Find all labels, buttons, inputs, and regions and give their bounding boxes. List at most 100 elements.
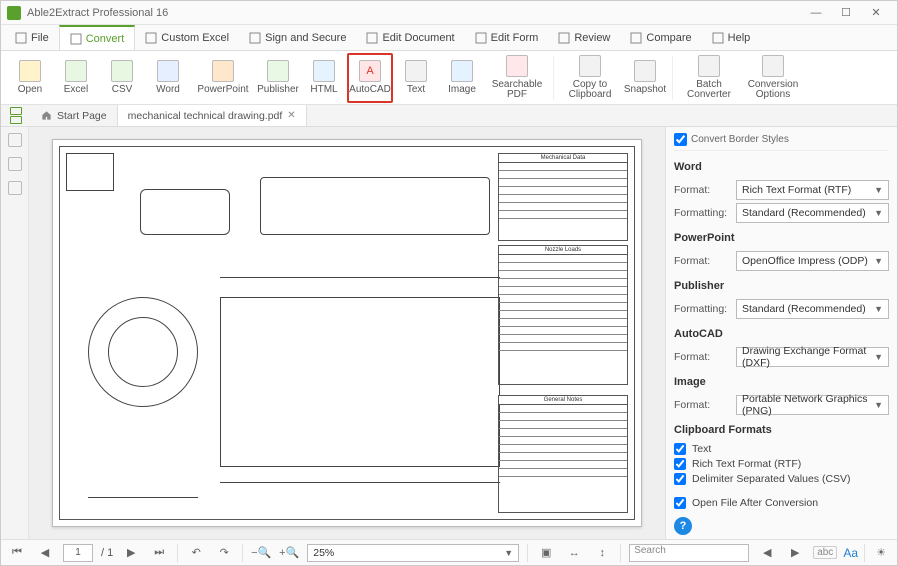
csv-button[interactable]: CSV	[99, 53, 145, 103]
powerpoint-format-select[interactable]: OpenOffice Impress (ODP)▼	[736, 251, 889, 271]
window-maximize-button[interactable]: ☐	[831, 3, 861, 23]
attachments-icon[interactable]	[8, 181, 22, 195]
menu-label: Help	[728, 32, 751, 44]
clip-rtf-checkbox[interactable]	[674, 458, 686, 470]
clip-text-checkbox[interactable]	[674, 443, 686, 455]
tab-start-page[interactable]: Start Page	[31, 105, 118, 126]
menu-edit-document[interactable]: Edit Document	[356, 25, 464, 50]
text-icon	[405, 60, 427, 82]
last-page-button[interactable]: ⏭	[149, 543, 169, 563]
edit-document-icon	[366, 32, 378, 44]
powerpoint-icon	[212, 60, 234, 82]
search-input[interactable]: Search	[629, 544, 749, 562]
copy-to-clipboard-button[interactable]: Copy to Clipboard	[558, 53, 622, 103]
ribbon-label: Word	[156, 85, 180, 96]
close-icon[interactable]: ✕	[287, 110, 295, 121]
html-button[interactable]: HTML	[301, 53, 347, 103]
fit-height-button[interactable]: ↕	[592, 543, 612, 563]
page-total: / 1	[101, 547, 113, 559]
clip-csv-checkbox[interactable]	[674, 473, 686, 485]
open-button[interactable]: Open	[7, 53, 53, 103]
section-autocad: AutoCAD	[674, 322, 889, 344]
fit-width-button[interactable]: ↔	[564, 543, 584, 563]
document-view[interactable]: Mechanical Data Nozzle Loads General Not…	[29, 127, 665, 539]
snapshot-button[interactable]: Snapshot	[622, 53, 668, 103]
zoom-out-button[interactable]: −🔍	[251, 543, 271, 563]
case-toggle[interactable]: abc	[813, 546, 837, 559]
view-mode-buttons[interactable]	[1, 105, 31, 126]
label-format: Format:	[674, 399, 730, 411]
menu-ribbon-tabs: FileConvertCustom Excel Sign and Secure Ed…	[1, 25, 897, 51]
section-word: Word	[674, 155, 889, 177]
ribbon-label: CSV	[112, 85, 133, 96]
panel-row-cut[interactable]: Convert Border Styles	[674, 131, 889, 151]
zoom-select[interactable]: 25%▼	[307, 544, 519, 562]
menu-help[interactable]: Help	[702, 25, 761, 50]
menu-custom-excel[interactable]: Custom Excel	[135, 25, 239, 50]
dim-line	[88, 497, 198, 498]
menu-label: Sign and Secure	[265, 32, 346, 44]
zoom-in-button[interactable]: +🔍	[279, 543, 299, 563]
word-button[interactable]: Word	[145, 53, 191, 103]
theme-toggle-icon[interactable]: ☀	[871, 543, 891, 563]
image-format-select[interactable]: Portable Network Graphics (PNG)▼	[736, 395, 889, 415]
help-icon[interactable]: ?	[674, 517, 692, 535]
review-icon	[558, 32, 570, 44]
conversion-options-panel: Convert Border Styles Word Format: Rich …	[665, 127, 897, 539]
menu-sign-and-secure[interactable]: Sign and Secure	[239, 25, 356, 50]
next-page-button[interactable]: ▶	[121, 543, 141, 563]
menu-compare[interactable]: Compare	[620, 25, 701, 50]
publisher-button[interactable]: Publisher	[255, 53, 301, 103]
window-minimize-button[interactable]: —	[801, 3, 831, 23]
menu-review[interactable]: Review	[548, 25, 620, 50]
excel-button[interactable]: Excel	[53, 53, 99, 103]
page-input[interactable]: 1	[63, 544, 93, 562]
fit-page-button[interactable]: ▣	[536, 543, 556, 563]
pdf-page: Mechanical Data Nozzle Loads General Not…	[52, 139, 642, 527]
batch-converter-button[interactable]: Batch Converter	[677, 53, 741, 103]
ribbon-label: PowerPoint	[197, 85, 248, 96]
tab-label: Start Page	[57, 110, 107, 122]
window-close-button[interactable]: ✕	[861, 3, 891, 23]
menu-file[interactable]: File	[5, 25, 59, 50]
drawing-table-mechanical: Mechanical Data	[498, 153, 628, 241]
edit-form-icon	[475, 32, 487, 44]
ribbon-label: Excel	[64, 85, 88, 96]
word-format-select[interactable]: Rich Text Format (RTF)▼	[736, 180, 889, 200]
app-title: Able2Extract Professional 16	[27, 7, 801, 19]
menu-edit-form[interactable]: Edit Form	[465, 25, 549, 50]
chevron-down-icon: ▼	[504, 548, 513, 558]
rotate-left-button[interactable]: ↶	[186, 543, 206, 563]
bookmarks-icon[interactable]	[8, 157, 22, 171]
rotate-right-button[interactable]: ↷	[214, 543, 234, 563]
search-next-button[interactable]: ▶	[785, 543, 805, 563]
chevron-down-icon: ▼	[874, 304, 883, 314]
word-formatting-select[interactable]: Standard (Recommended)▼	[736, 203, 889, 223]
dim-line	[220, 482, 500, 483]
drawing-detail	[66, 153, 114, 191]
ribbon-label: HTML	[310, 85, 337, 96]
autocad-button[interactable]: AAutoCAD	[347, 53, 393, 103]
searchable-pdf-button[interactable]: Searchable PDF	[485, 53, 549, 103]
autocad-format-select[interactable]: Drawing Exchange Format (DXF)▼	[736, 347, 889, 367]
image-button[interactable]: Image	[439, 53, 485, 103]
conversion-options-button[interactable]: Conversion Options	[741, 53, 805, 103]
sign-and-secure-icon	[249, 32, 261, 44]
first-page-button[interactable]: ⏮	[7, 543, 27, 563]
convert-border-styles-checkbox[interactable]	[674, 133, 687, 146]
compare-icon	[630, 32, 642, 44]
publisher-formatting-select[interactable]: Standard (Recommended)▼	[736, 299, 889, 319]
text-style-toggle[interactable]: Aa	[843, 546, 858, 560]
menu-label: Edit Form	[491, 32, 539, 44]
app-icon	[7, 6, 21, 20]
prev-page-button[interactable]: ◀	[35, 543, 55, 563]
text-button[interactable]: Text	[393, 53, 439, 103]
thumbnails-icon[interactable]	[8, 133, 22, 147]
menu-convert[interactable]: Convert	[59, 25, 136, 50]
help-icon	[712, 32, 724, 44]
open-after-conversion-checkbox[interactable]	[674, 497, 686, 509]
powerpoint-button[interactable]: PowerPoint	[191, 53, 255, 103]
tab-document[interactable]: mechanical technical drawing.pdf ✕	[118, 105, 307, 126]
drawing-main-section	[220, 297, 500, 467]
search-prev-button[interactable]: ◀	[757, 543, 777, 563]
